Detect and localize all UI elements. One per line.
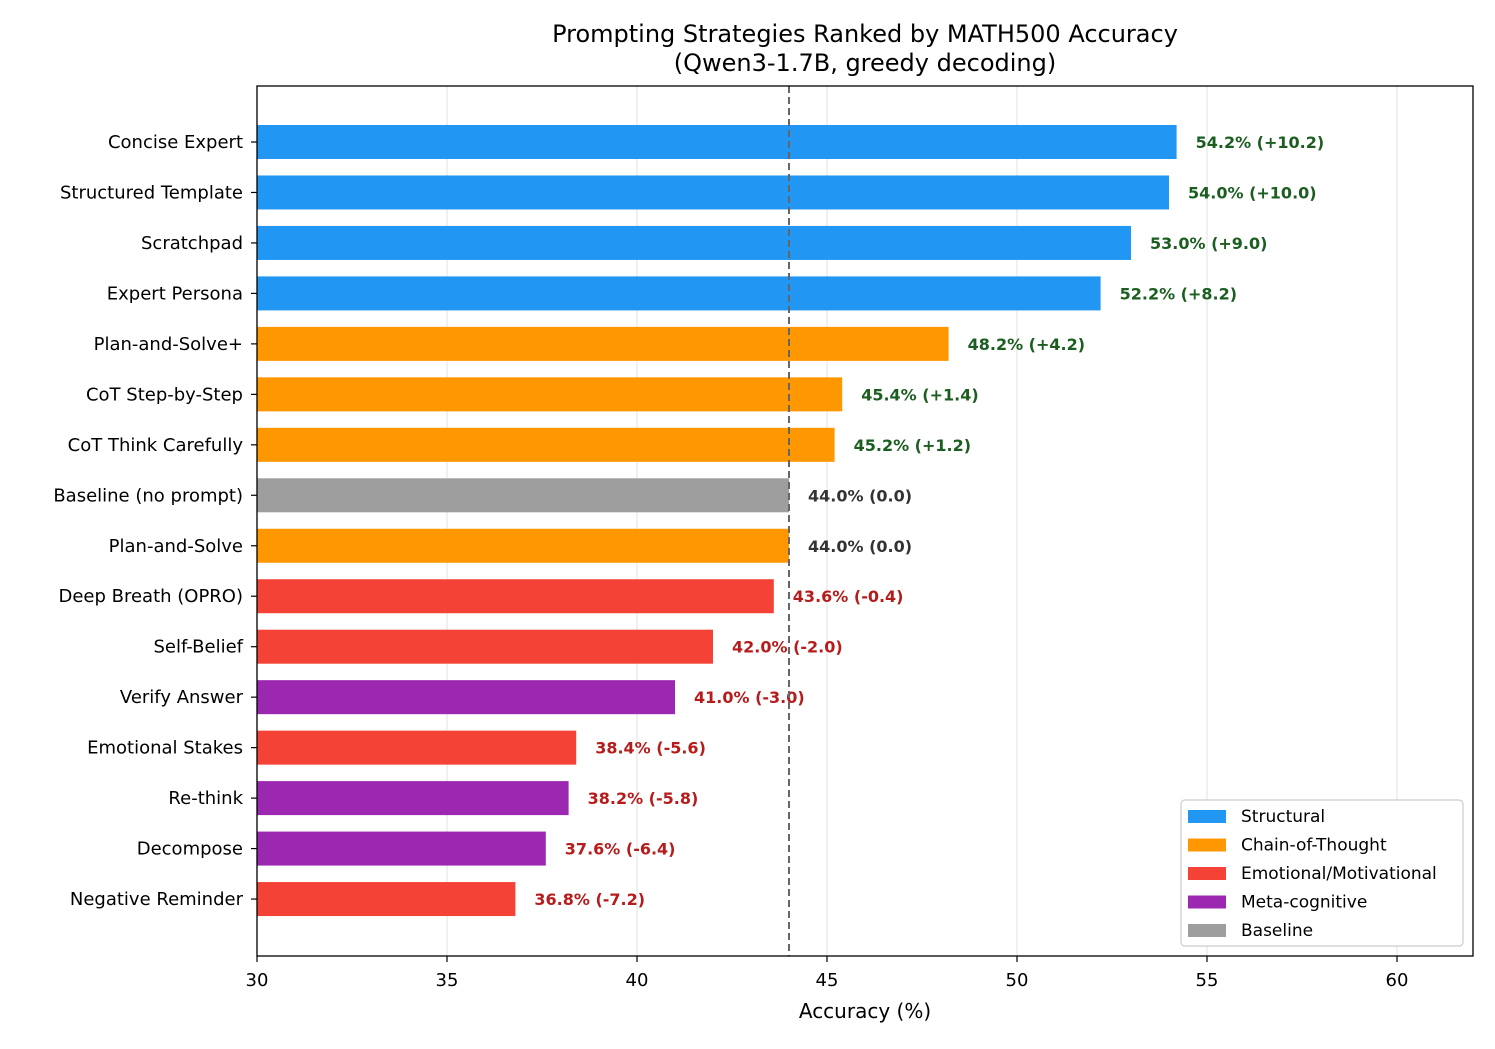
y-tick-label: CoT Step-by-Step xyxy=(86,384,243,405)
bar xyxy=(257,730,577,765)
bar-value-label: 45.4% (+1.4) xyxy=(861,385,978,404)
bar-value-label: 42.0% (-2.0) xyxy=(732,638,843,657)
x-tick-label: 55 xyxy=(1196,970,1219,991)
y-tick-label: Baseline (no prompt) xyxy=(53,485,243,506)
legend-swatch xyxy=(1188,867,1226,880)
x-tick-label: 35 xyxy=(436,970,459,991)
bar xyxy=(257,427,835,462)
y-tick-label: Expert Persona xyxy=(107,283,243,304)
bar xyxy=(257,528,789,563)
x-tick-label: 60 xyxy=(1386,970,1409,991)
legend-label: Baseline xyxy=(1241,921,1313,941)
bar-value-label: 54.0% (+10.0) xyxy=(1188,183,1317,202)
y-tick-label: Decompose xyxy=(137,839,243,860)
x-tick-label: 45 xyxy=(816,970,839,991)
bar-value-label: 36.8% (-7.2) xyxy=(534,890,645,909)
bar-value-label: 38.4% (-5.6) xyxy=(595,739,706,758)
bar xyxy=(257,579,774,614)
bar-value-label: 44.0% (0.0) xyxy=(808,486,912,505)
legend-label: Emotional/Motivational xyxy=(1241,864,1437,884)
y-tick-label: Deep Breath (OPRO) xyxy=(58,586,243,607)
y-tick-label: Plan-and-Solve+ xyxy=(94,334,243,355)
y-tick-label: Scratchpad xyxy=(141,233,243,254)
bar-value-label: 52.2% (+8.2) xyxy=(1120,284,1237,303)
bar-value-label: 44.0% (0.0) xyxy=(808,537,912,556)
bar-value-label: 54.2% (+10.2) xyxy=(1196,133,1325,152)
bar-value-label: 48.2% (+4.2) xyxy=(968,335,1085,354)
legend-swatch xyxy=(1188,838,1226,852)
y-tick-label: Concise Expert xyxy=(108,132,243,153)
x-axis-label: Accuracy (%) xyxy=(799,999,931,1023)
legend-box xyxy=(1180,799,1464,947)
bar xyxy=(257,276,1101,311)
y-tick-label: Plan-and-Solve xyxy=(109,536,243,557)
bar xyxy=(257,326,949,361)
y-tick-label: Self-Belief xyxy=(153,637,243,658)
bar xyxy=(257,175,1169,210)
chart-title: Prompting Strategies Ranked by MATH500 A… xyxy=(552,20,1178,48)
x-tick-label: 30 xyxy=(246,970,269,991)
x-tick-label: 50 xyxy=(1006,970,1029,991)
bar xyxy=(257,781,569,816)
bar-value-label: 37.6% (-6.4) xyxy=(565,840,676,859)
legend-swatch xyxy=(1188,810,1226,823)
bar-value-label: 53.0% (+9.0) xyxy=(1150,234,1267,253)
bar-value-label: 38.2% (-5.8) xyxy=(588,789,699,808)
y-tick-label: Re-think xyxy=(168,788,243,809)
bar xyxy=(257,225,1131,260)
bar xyxy=(257,377,843,412)
bar-value-label: 41.0% (-3.0) xyxy=(694,688,805,707)
bar xyxy=(257,680,675,715)
y-tick-label: Negative Reminder xyxy=(70,889,244,910)
legend-swatch xyxy=(1188,924,1226,937)
plot-frame xyxy=(256,85,1474,957)
chart-subtitle: (Qwen3-1.7B, greedy decoding) xyxy=(674,49,1056,77)
y-tick-label: Emotional Stakes xyxy=(87,738,243,759)
y-tick-label: CoT Think Carefully xyxy=(68,435,244,456)
bar xyxy=(257,125,1177,159)
bar xyxy=(257,882,516,917)
x-tick-label: 40 xyxy=(626,970,649,991)
bar xyxy=(257,478,789,513)
legend-label: Chain-of-Thought xyxy=(1241,836,1387,856)
bar-value-label: 45.2% (+1.2) xyxy=(854,436,971,455)
y-tick-label: Verify Answer xyxy=(120,687,244,708)
legend-label: Meta-cognitive xyxy=(1241,893,1367,913)
bar xyxy=(257,831,546,866)
bar-value-label: 43.6% (-0.4) xyxy=(793,587,904,606)
legend-label: Structural xyxy=(1241,807,1325,827)
legend-swatch xyxy=(1188,895,1226,909)
bar xyxy=(257,629,713,664)
y-tick-label: Structured Template xyxy=(60,182,243,203)
